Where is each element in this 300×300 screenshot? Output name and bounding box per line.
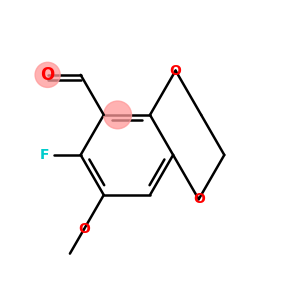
Circle shape bbox=[104, 101, 131, 129]
Text: O: O bbox=[170, 64, 182, 78]
Circle shape bbox=[35, 62, 60, 87]
Text: O: O bbox=[193, 192, 205, 206]
Text: O: O bbox=[40, 66, 55, 84]
Text: O: O bbox=[78, 222, 90, 236]
Text: F: F bbox=[40, 148, 49, 162]
